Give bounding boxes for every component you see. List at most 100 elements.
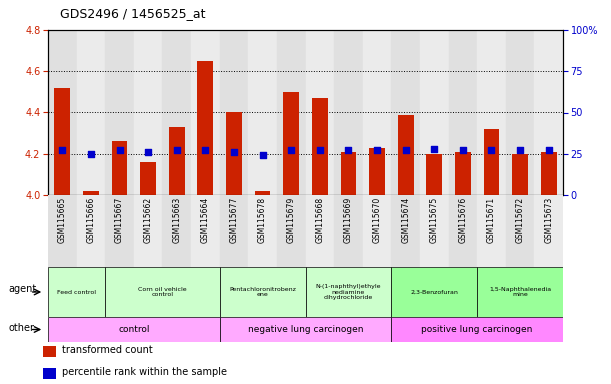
Text: 2,3-Benzofuran: 2,3-Benzofuran <box>411 290 458 295</box>
Text: GSM115678: GSM115678 <box>258 197 267 243</box>
Text: GSM115671: GSM115671 <box>487 197 496 243</box>
Point <box>401 147 411 154</box>
Bar <box>369 147 385 195</box>
Bar <box>220 195 248 267</box>
Bar <box>48 317 220 342</box>
Bar <box>398 114 414 195</box>
Text: 1,5-Naphthalenedia
mine: 1,5-Naphthalenedia mine <box>489 286 551 297</box>
Text: N-(1-naphthyl)ethyle
nediamine
dihydrochloride: N-(1-naphthyl)ethyle nediamine dihydroch… <box>316 284 381 300</box>
Bar <box>312 98 327 195</box>
Text: percentile rank within the sample: percentile rank within the sample <box>62 367 227 377</box>
Bar <box>105 195 134 267</box>
Bar <box>426 154 442 195</box>
Bar <box>334 30 363 195</box>
Point <box>57 147 67 154</box>
Bar <box>43 367 56 379</box>
Point <box>143 149 153 155</box>
Bar <box>391 317 563 342</box>
Text: Pentachloronitrobenz
ene: Pentachloronitrobenz ene <box>229 286 296 297</box>
Bar <box>105 30 134 195</box>
Bar <box>248 30 277 195</box>
Text: agent: agent <box>9 285 37 295</box>
Text: GSM115667: GSM115667 <box>115 197 124 243</box>
Text: GSM115664: GSM115664 <box>201 197 210 243</box>
Text: negative lung carcinogen: negative lung carcinogen <box>247 325 364 334</box>
Bar <box>220 267 306 317</box>
Text: GSM115665: GSM115665 <box>58 197 67 243</box>
Bar <box>391 267 477 317</box>
Point <box>200 147 210 154</box>
Bar <box>248 195 277 267</box>
Bar <box>226 113 242 195</box>
Bar <box>255 191 271 195</box>
Bar <box>277 30 306 195</box>
Bar <box>306 30 334 195</box>
Bar <box>220 317 391 342</box>
Bar <box>506 195 535 267</box>
Bar <box>163 30 191 195</box>
Point <box>229 149 239 155</box>
Text: GDS2496 / 1456525_at: GDS2496 / 1456525_at <box>60 8 206 20</box>
Bar <box>340 152 356 195</box>
Text: GSM115670: GSM115670 <box>373 197 381 243</box>
Bar <box>535 195 563 267</box>
Bar <box>363 195 391 267</box>
Text: positive lung carcinogen: positive lung carcinogen <box>422 325 533 334</box>
Bar <box>284 92 299 195</box>
Bar <box>306 195 334 267</box>
Point <box>515 147 525 154</box>
Bar <box>48 195 76 267</box>
Bar <box>334 195 363 267</box>
Text: GSM115666: GSM115666 <box>86 197 95 243</box>
Bar <box>197 61 213 195</box>
Bar <box>535 30 563 195</box>
Bar <box>477 267 563 317</box>
Bar <box>54 88 70 195</box>
Point <box>430 146 439 152</box>
Bar <box>83 191 99 195</box>
Point <box>372 147 382 154</box>
Point <box>115 147 125 154</box>
Text: GSM115676: GSM115676 <box>458 197 467 243</box>
Bar <box>448 30 477 195</box>
Bar <box>391 30 420 195</box>
Text: GSM115673: GSM115673 <box>544 197 553 243</box>
Bar <box>169 127 185 195</box>
Bar <box>76 30 105 195</box>
Text: Feed control: Feed control <box>57 290 96 295</box>
Bar <box>455 152 470 195</box>
Text: GSM115663: GSM115663 <box>172 197 181 243</box>
Bar <box>541 152 557 195</box>
Bar <box>391 195 420 267</box>
Text: GSM115662: GSM115662 <box>144 197 153 243</box>
Bar <box>191 195 220 267</box>
Bar <box>112 141 128 195</box>
Text: GSM115679: GSM115679 <box>287 197 296 243</box>
Bar <box>191 30 220 195</box>
Bar <box>43 346 56 357</box>
Point <box>544 147 554 154</box>
Bar <box>134 30 163 195</box>
Text: GSM115672: GSM115672 <box>516 197 525 243</box>
Point <box>486 147 496 154</box>
Bar <box>163 195 191 267</box>
Bar <box>141 162 156 195</box>
Point <box>458 147 468 154</box>
Bar <box>420 195 448 267</box>
Bar <box>220 30 248 195</box>
Bar <box>48 30 76 195</box>
Bar <box>483 129 499 195</box>
Bar <box>448 195 477 267</box>
Bar <box>277 195 306 267</box>
Bar <box>134 195 163 267</box>
Text: Corn oil vehicle
control: Corn oil vehicle control <box>138 286 187 297</box>
Point <box>172 147 181 154</box>
Text: GSM115669: GSM115669 <box>344 197 353 243</box>
Text: transformed count: transformed count <box>62 345 153 356</box>
Bar <box>477 195 506 267</box>
Bar <box>506 30 535 195</box>
Bar <box>512 154 528 195</box>
Text: GSM115675: GSM115675 <box>430 197 439 243</box>
Bar <box>306 267 391 317</box>
Text: GSM115668: GSM115668 <box>315 197 324 243</box>
